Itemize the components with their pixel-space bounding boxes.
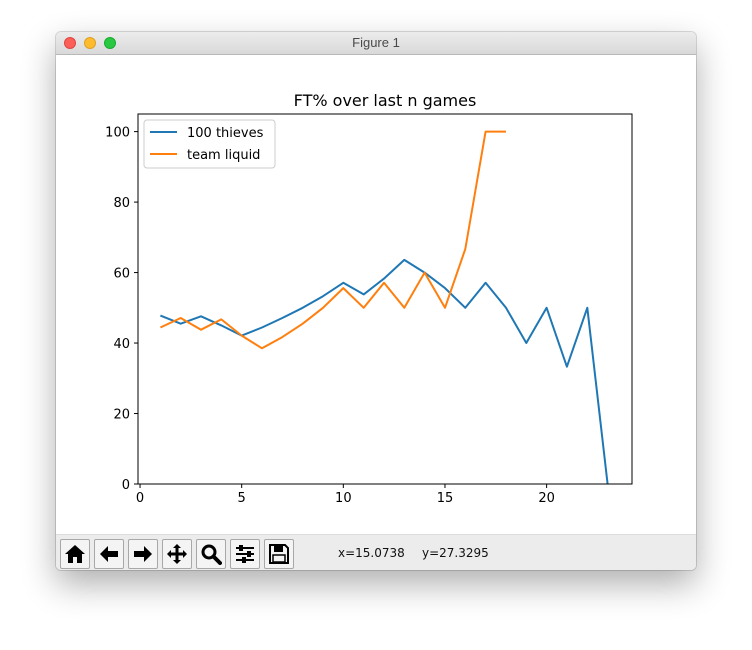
pan-button[interactable] (162, 539, 192, 569)
x-tick-label: 10 (335, 491, 352, 506)
x-tick-label: 20 (538, 491, 555, 506)
cursor-y-readout: y=27.3295 (422, 546, 489, 560)
close-window-button[interactable] (64, 37, 76, 49)
forward-arrow-icon (134, 546, 152, 562)
home-button[interactable] (60, 539, 90, 569)
y-tick-label: 60 (113, 267, 130, 282)
minimize-window-button[interactable] (84, 37, 96, 49)
save-button[interactable] (264, 539, 294, 569)
x-tick-label: 0 (136, 491, 144, 506)
x-tick-label: 5 (238, 491, 246, 506)
x-tick-label: 15 (437, 491, 454, 506)
title-bar[interactable]: Figure 1 (56, 32, 696, 55)
y-tick-label: 20 (113, 408, 130, 423)
legend: 100 thieves team liquid (143, 119, 276, 169)
back-button[interactable] (94, 539, 124, 569)
y-tick-label: 80 (113, 196, 130, 211)
y-tick-label: 0 (122, 478, 130, 493)
axis-ticks: 0 5 10 15 20 0 20 40 60 80 100 (105, 126, 555, 506)
axes-frame (137, 113, 633, 485)
figure-canvas[interactable]: 0 5 10 15 20 0 20 40 60 80 100 FT% over last n gam… (56, 55, 696, 534)
zoom-magnifier-icon (201, 544, 222, 565)
forward-button[interactable] (128, 539, 158, 569)
navigation-toolbar: x=15.0738 y=27.3295 (56, 534, 696, 570)
pan-move-icon (167, 544, 187, 564)
save-floppy-icon (269, 544, 289, 564)
legend-label-100-thieves: 100 thieves (187, 126, 264, 141)
plot-lines (159, 130, 609, 485)
back-arrow-icon (100, 546, 118, 562)
home-icon (65, 545, 85, 563)
configure-subplots-button[interactable] (230, 539, 260, 569)
axes-background (138, 114, 632, 484)
zoom-button[interactable] (196, 539, 226, 569)
line-chart[interactable]: 0 5 10 15 20 0 20 40 60 80 100 FT% over last n gam… (56, 55, 696, 534)
cursor-x-readout: x=15.0738 (338, 546, 405, 560)
window-title: Figure 1 (352, 35, 400, 50)
figure-window: Figure 1 0 5 10 15 20 0 20 40 60 80 100 FT% over l… (56, 32, 696, 570)
series-line-100-thieves (160, 258, 609, 485)
configure-subplots-icon (236, 545, 254, 563)
zoom-window-button[interactable] (104, 37, 116, 49)
legend-label-team-liquid: team liquid (187, 148, 260, 163)
series-line-team-liquid (159, 130, 506, 350)
y-tick-label: 40 (113, 337, 130, 352)
chart-title: FT% over last n games (294, 91, 477, 110)
y-tick-label: 100 (105, 126, 130, 141)
